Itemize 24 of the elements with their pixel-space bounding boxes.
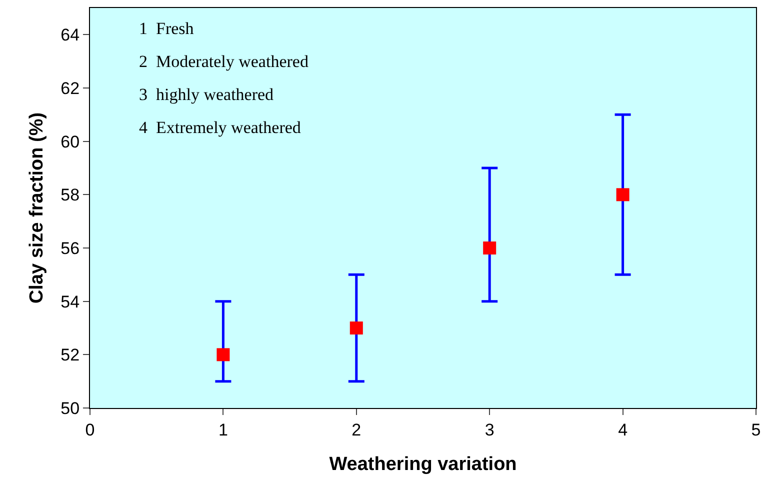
x-tick-label: 1 xyxy=(218,420,228,440)
y-tick-label: 50 xyxy=(60,398,80,418)
y-tick-label: 54 xyxy=(60,292,80,312)
x-axis-title: Weathering variation xyxy=(329,454,517,476)
x-tick-label: 2 xyxy=(352,420,362,440)
annotation: 4 Extremely weathered xyxy=(139,118,302,137)
annotation: 1 Fresh xyxy=(139,19,194,38)
y-tick-label: 52 xyxy=(60,346,80,365)
point xyxy=(350,322,363,334)
y-axis-title: Clay size fraction (%) xyxy=(26,112,48,304)
point xyxy=(483,242,496,254)
annotation: 2 Moderately weathered xyxy=(139,52,309,71)
annotation: 3 highly weathered xyxy=(139,85,274,104)
point xyxy=(216,348,230,362)
point xyxy=(616,188,630,202)
x-tick-label: 4 xyxy=(618,420,628,440)
y-tick-label: 60 xyxy=(60,132,80,152)
y-tick-label: 64 xyxy=(60,26,80,45)
y-tick-label: 56 xyxy=(60,238,80,258)
x-tick-label: 3 xyxy=(484,420,494,440)
y-tick-label: 58 xyxy=(60,186,80,205)
x-tick-label: 5 xyxy=(751,420,761,440)
y-tick-label: 62 xyxy=(60,78,80,98)
x-tick-label: 0 xyxy=(85,420,95,440)
